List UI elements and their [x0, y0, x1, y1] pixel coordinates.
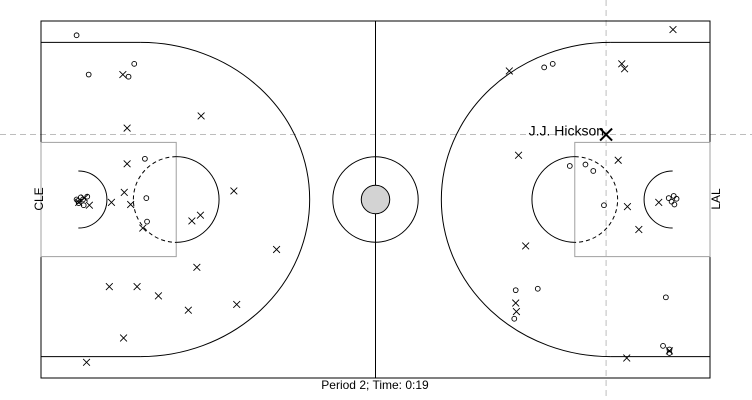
shot-marker-cross: [635, 225, 643, 234]
shot-marker-circle: [143, 195, 150, 201]
shot-marker-cross: [230, 187, 238, 195]
shot-marker-cross: [119, 70, 127, 79]
shot-markers: [73, 25, 680, 367]
shot-marker-circle: [549, 60, 556, 67]
shot-marker-circle: [73, 32, 80, 39]
shot-marker-cross: [618, 60, 626, 68]
left-free-throw-arc: [176, 156, 220, 243]
left-team-label: CLE: [32, 187, 46, 210]
shot-marker-cross: [123, 160, 131, 168]
left-half-court: [40, 41, 311, 358]
center-dot: [360, 184, 391, 215]
shot-marker-circle: [125, 73, 132, 80]
shot-marker-circle: [85, 71, 92, 78]
shot-marker-circle: [663, 294, 669, 301]
shot-marker-cross: [197, 112, 205, 120]
shot-marker-circle: [666, 346, 673, 353]
shot-marker-cross: [105, 282, 114, 291]
shot-marker-cross: [184, 306, 193, 314]
shot-marker-cross: [119, 334, 128, 342]
shot-marker-cross: [669, 25, 677, 34]
shot-marker-cross: [107, 198, 116, 207]
shot-marker-cross: [139, 224, 147, 232]
shot-marker-cross: [620, 65, 629, 73]
shot-marker-circle: [73, 196, 80, 203]
shot-marker-cross: [196, 211, 205, 219]
shot-marker-cross: [82, 358, 91, 367]
shot-marker-cross: [655, 198, 663, 207]
left-lane: [40, 141, 177, 258]
right-free-throw-arc: [531, 156, 575, 243]
shot-marker-cross: [85, 201, 94, 209]
shot-marker-cross: [123, 124, 131, 132]
shot-marker-cross: [505, 67, 514, 75]
shot-marker-cross: [623, 202, 632, 211]
right-free-throw-arc-dashed: [574, 156, 619, 243]
highlight-marker: [599, 127, 613, 142]
shot-marker-cross: [665, 347, 674, 355]
shot-marker-circle: [668, 198, 675, 205]
right-team-label: LAL: [709, 188, 723, 210]
shot-marker-cross: [126, 200, 135, 209]
right-restricted-arc: [643, 170, 673, 229]
shot-marker-circle: [671, 201, 678, 208]
chart-caption: Period 2; Time: 0:19: [321, 378, 429, 392]
highlight-player-label: J.J. Hickson: [529, 123, 604, 139]
shot-marker-cross: [512, 307, 521, 316]
shot-marker-cross: [80, 194, 89, 202]
shot-marker-cross: [188, 217, 196, 225]
shot-marker-cross: [614, 156, 622, 164]
shot-marker-circle: [590, 168, 597, 174]
center-circle: [332, 156, 419, 243]
shot-marker-cross: [514, 151, 523, 159]
right-three-point-arc: [440, 41, 611, 358]
right-half-court: [440, 41, 711, 358]
shot-marker-circle: [566, 163, 573, 169]
shot-marker-circle: [601, 202, 607, 209]
shot-marker-cross: [232, 300, 241, 309]
basketball-court: [40, 20, 711, 379]
shot-marker-cross: [272, 245, 281, 254]
shot-marker-circle: [541, 64, 548, 71]
left-free-throw-arc-dashed: [132, 156, 177, 243]
shot-marker-cross: [511, 299, 520, 307]
shot-marker-cross: [75, 198, 83, 207]
left-restricted-arc: [78, 170, 108, 229]
shot-marker-cross: [623, 354, 631, 362]
shot-marker-circle: [512, 287, 519, 294]
shot-marker-cross: [521, 242, 530, 250]
shot-marker-circle: [131, 60, 138, 67]
shot-marker-circle: [142, 155, 148, 162]
shot-marker-circle: [582, 161, 589, 168]
shot-marker-circle: [665, 195, 672, 201]
left-three-point-arc: [140, 41, 311, 358]
shot-marker-circle: [673, 195, 680, 202]
highlighted-player: [599, 127, 613, 142]
shot-marker-circle: [511, 315, 518, 322]
shot-marker-circle: [660, 343, 666, 349]
shot-marker-circle: [534, 285, 541, 292]
shot-marker-cross: [120, 188, 128, 197]
shot-marker-circle: [670, 193, 677, 199]
right-lane: [574, 141, 711, 258]
shot-marker-cross: [193, 263, 201, 272]
shot-marker-cross: [154, 292, 163, 300]
shot-marker-cross: [133, 282, 141, 291]
shot-marker-circle: [144, 218, 150, 225]
shot-marker-circle: [84, 193, 91, 200]
